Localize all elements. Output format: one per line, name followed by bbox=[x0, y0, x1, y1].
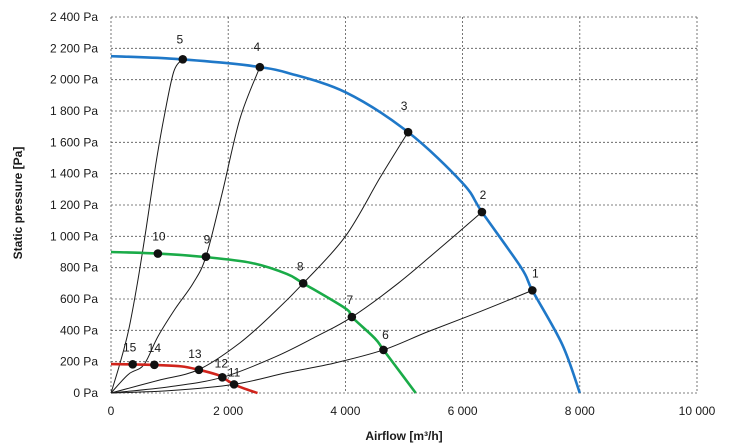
y-tick-label: 2 000 Pa bbox=[50, 73, 98, 87]
y-tick-label: 400 Pa bbox=[60, 323, 98, 337]
operating-point-label: 14 bbox=[148, 341, 162, 355]
y-tick-label: 800 Pa bbox=[60, 261, 98, 275]
y-tick-label: 1 800 Pa bbox=[50, 104, 98, 118]
operating-point-label: 2 bbox=[480, 188, 487, 202]
x-tick-label: 10 000 bbox=[679, 404, 716, 418]
fan-curve bbox=[110, 362, 258, 395]
x-tick-label: 0 bbox=[108, 404, 115, 418]
x-tick-label: 8 000 bbox=[565, 404, 595, 418]
operating-point-marker bbox=[255, 62, 265, 72]
operating-point-marker bbox=[229, 380, 239, 389]
y-tick-label: 600 Pa bbox=[60, 292, 98, 306]
y-tick-label: 1 200 Pa bbox=[50, 198, 98, 212]
operating-point-label: 6 bbox=[382, 328, 389, 342]
system-curve bbox=[110, 211, 483, 394]
operating-point-label: 8 bbox=[297, 259, 304, 273]
y-tick-label: 200 Pa bbox=[60, 355, 98, 369]
x-tick-label: 2 000 bbox=[213, 404, 243, 418]
system-curve bbox=[110, 289, 533, 394]
system-curves bbox=[110, 58, 533, 394]
operating-point-marker bbox=[194, 365, 204, 375]
system-curve bbox=[110, 58, 184, 394]
grid-lines bbox=[110, 16, 698, 394]
y-tick-label: 2 200 Pa bbox=[50, 41, 98, 55]
operating-point-label: 4 bbox=[254, 40, 261, 54]
operating-point-label: 13 bbox=[188, 347, 202, 361]
operating-point-marker bbox=[379, 345, 388, 355]
operating-point-marker bbox=[298, 279, 308, 288]
operating-point-label: 12 bbox=[215, 356, 229, 370]
operating-point-marker bbox=[153, 249, 163, 258]
operating-point-marker bbox=[201, 252, 211, 261]
operating-point-marker bbox=[477, 207, 487, 217]
y-tick-label: 2 400 Pa bbox=[50, 10, 98, 24]
y-tick-label: 1 400 Pa bbox=[50, 167, 98, 181]
x-tick-label: 4 000 bbox=[330, 404, 360, 418]
operating-point-marker bbox=[150, 360, 159, 370]
operating-point-marker bbox=[528, 286, 537, 295]
operating-point-label: 10 bbox=[152, 230, 166, 244]
x-tick-label: 6 000 bbox=[448, 404, 478, 418]
operating-point-marker bbox=[403, 127, 413, 137]
operating-point-label: 1 bbox=[532, 266, 539, 280]
y-axis-title: Static pressure [Pa] bbox=[11, 147, 25, 260]
system-curve bbox=[110, 66, 261, 394]
operating-point-label: 11 bbox=[228, 365, 241, 379]
operating-point-marker bbox=[178, 55, 188, 64]
system-curve bbox=[110, 131, 409, 394]
x-axis-title: Airflow [m³/h] bbox=[365, 429, 442, 443]
operating-point-label: 5 bbox=[176, 32, 183, 46]
operating-point-label: 7 bbox=[347, 293, 354, 307]
operating-point-label: 15 bbox=[123, 340, 137, 354]
operating-point-marker bbox=[128, 360, 137, 369]
y-tick-label: 1 600 Pa bbox=[50, 135, 98, 149]
y-tick-label: 1 000 Pa bbox=[50, 229, 98, 243]
operating-point-label: 3 bbox=[401, 99, 408, 113]
y-tick-label: 0 Pa bbox=[73, 386, 98, 400]
operating-point-label: 9 bbox=[204, 233, 211, 247]
operating-point-marker bbox=[218, 373, 227, 382]
operating-point-marker bbox=[347, 312, 357, 322]
